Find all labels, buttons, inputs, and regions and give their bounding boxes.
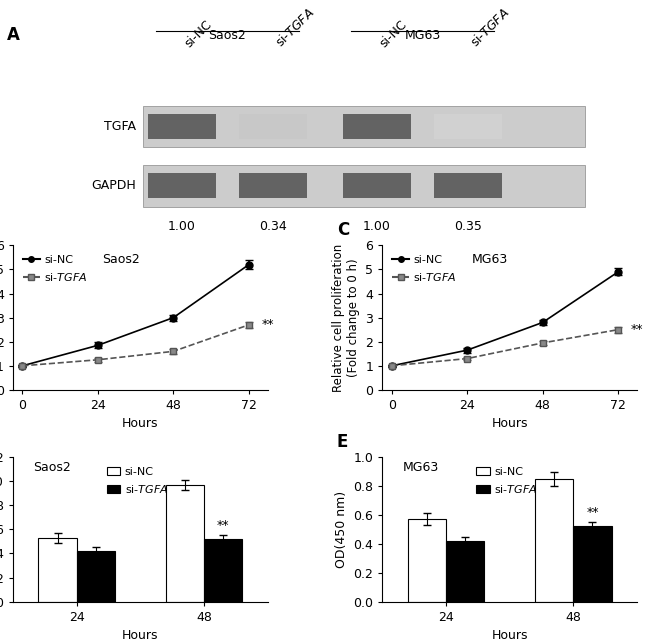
- Text: **: **: [586, 506, 599, 519]
- Text: 1.00: 1.00: [168, 220, 196, 232]
- Bar: [204, 539, 242, 602]
- Text: C: C: [337, 221, 349, 239]
- Text: GAPDH: GAPDH: [92, 179, 136, 193]
- Y-axis label: OD(450 nm): OD(450 nm): [335, 491, 348, 568]
- Legend: si-NC, si-$\it{TGFA}$: si-NC, si-$\it{TGFA}$: [388, 251, 462, 287]
- Text: 0.34: 0.34: [259, 220, 287, 232]
- Legend: si-NC, si-$\it{TGFA}$: si-NC, si-$\it{TGFA}$: [103, 463, 173, 499]
- Bar: [408, 519, 446, 602]
- Text: MG63: MG63: [403, 461, 439, 474]
- Y-axis label: Relative cell proliferation
(Fold change to 0 h): Relative cell proliferation (Fold change…: [332, 243, 359, 392]
- X-axis label: Hours: Hours: [491, 417, 528, 431]
- Bar: [166, 484, 204, 602]
- Text: 1.00: 1.00: [363, 220, 391, 232]
- Bar: [38, 538, 77, 602]
- X-axis label: Hours: Hours: [122, 417, 159, 431]
- Text: Saos2: Saos2: [209, 29, 246, 42]
- Text: MG63: MG63: [404, 29, 441, 42]
- Text: **: **: [630, 323, 644, 336]
- Text: E: E: [337, 433, 348, 451]
- Bar: [77, 551, 115, 602]
- Text: A: A: [6, 26, 20, 44]
- Text: 0.35: 0.35: [454, 220, 482, 232]
- Text: Saos2: Saos2: [102, 253, 140, 266]
- Bar: [535, 479, 573, 602]
- Text: si-NC: si-NC: [182, 18, 215, 50]
- Text: **: **: [217, 519, 229, 532]
- Bar: [446, 541, 484, 602]
- X-axis label: Hours: Hours: [122, 629, 159, 640]
- Text: si-$\it{TGFA}$: si-$\it{TGFA}$: [273, 6, 317, 50]
- Text: si-$\it{TGFA}$: si-$\it{TGFA}$: [468, 6, 512, 50]
- Text: si-NC: si-NC: [377, 18, 410, 50]
- Text: **: **: [261, 318, 274, 332]
- Legend: si-NC, si-$\it{TGFA}$: si-NC, si-$\it{TGFA}$: [472, 463, 542, 499]
- Text: TGFA: TGFA: [105, 120, 136, 133]
- Text: Saos2: Saos2: [33, 461, 71, 474]
- Legend: si-NC, si-$\it{TGFA}$: si-NC, si-$\it{TGFA}$: [19, 251, 92, 287]
- X-axis label: Hours: Hours: [491, 629, 528, 640]
- Text: MG63: MG63: [471, 253, 508, 266]
- Bar: [573, 527, 612, 602]
